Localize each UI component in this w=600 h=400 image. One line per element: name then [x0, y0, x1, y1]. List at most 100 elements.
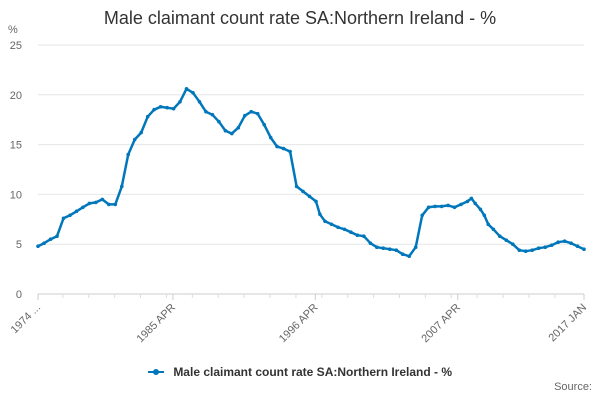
- data-point: [120, 184, 124, 189]
- data-point: [94, 200, 98, 205]
- data-point: [288, 149, 292, 154]
- data-point: [268, 135, 273, 140]
- x-tick-label: 1996 APR: [277, 302, 321, 346]
- y-tick-label: 25: [10, 40, 22, 52]
- chart-legend[interactable]: Male claimant count rate SA:Northern Ire…: [0, 365, 600, 379]
- data-point: [486, 222, 491, 227]
- data-point: [307, 194, 312, 199]
- data-point: [549, 243, 554, 247]
- x-tick-label: 2007 APR: [419, 302, 463, 346]
- data-point: [388, 247, 392, 251]
- data-point: [113, 202, 118, 207]
- chart-title: Male claimant count rate SA:Northern Ire…: [103, 8, 497, 28]
- data-point: [204, 109, 208, 114]
- data-point: [184, 87, 189, 91]
- x-tick-label: 1974 ...: [9, 302, 43, 336]
- x-tick-label: 1985 APR: [135, 302, 179, 346]
- data-point: [446, 203, 450, 208]
- data-point: [498, 234, 502, 238]
- data-point: [230, 131, 234, 136]
- data-point: [482, 213, 487, 218]
- data-point: [469, 196, 474, 201]
- data-point: [368, 241, 373, 245]
- data-point: [81, 205, 85, 210]
- data-point: [336, 225, 340, 230]
- data-point: [178, 100, 182, 104]
- data-point: [394, 248, 399, 252]
- data-point: [407, 254, 412, 258]
- data-point: [139, 130, 143, 135]
- data-point: [152, 107, 156, 112]
- source-label[interactable]: Source:: [554, 381, 592, 393]
- data-point: [562, 239, 567, 243]
- data-point: [381, 246, 386, 250]
- data-point: [314, 199, 318, 204]
- legend-line-marker-icon: [147, 368, 164, 375]
- data-point: [536, 246, 541, 250]
- data-point: [301, 189, 305, 194]
- data-point: [426, 205, 431, 210]
- legend-series-label: Male claimant count rate SA:Northern Ire…: [173, 365, 453, 379]
- data-point: [543, 245, 547, 249]
- data-point: [255, 111, 260, 116]
- series-line: [36, 87, 586, 258]
- data-point: [362, 234, 366, 238]
- data-point: [191, 91, 195, 95]
- data-point: [420, 213, 425, 218]
- data-point: [171, 106, 176, 111]
- data-point: [107, 202, 111, 207]
- y-tick-label: 15: [10, 140, 22, 152]
- data-point: [126, 152, 130, 157]
- y-axis-unit-label: %: [8, 24, 18, 36]
- data-point: [413, 245, 418, 249]
- data-point: [48, 237, 53, 241]
- data-point: [87, 201, 92, 206]
- data-point: [342, 227, 347, 232]
- data-point: [318, 212, 322, 217]
- data-point: [504, 238, 509, 242]
- data-point: [459, 202, 463, 207]
- data-point: [530, 248, 534, 252]
- data-point: [42, 241, 46, 245]
- data-point: [61, 216, 66, 221]
- data-point: [210, 112, 215, 117]
- x-tick-label: 2017 JAN: [546, 302, 589, 345]
- y-tick-label: 20: [10, 90, 22, 102]
- data-point: [349, 230, 353, 234]
- data-point: [132, 137, 137, 142]
- data-point: [249, 109, 253, 114]
- data-point: [556, 240, 560, 244]
- data-point: [275, 144, 279, 149]
- data-point: [262, 122, 267, 127]
- y-tick-label: 5: [16, 239, 22, 251]
- data-point: [294, 184, 299, 189]
- data-point: [375, 245, 379, 249]
- data-point: [433, 204, 437, 209]
- data-point: [355, 233, 360, 237]
- data-point: [100, 197, 105, 202]
- data-point: [329, 222, 334, 227]
- data-point: [452, 205, 457, 210]
- data-point: [236, 125, 241, 130]
- data-point: [523, 249, 528, 253]
- data-point: [281, 146, 286, 151]
- data-point: [243, 113, 247, 118]
- data-point: [68, 213, 72, 218]
- data-point: [491, 227, 496, 232]
- data-point: [55, 234, 59, 238]
- data-point: [158, 105, 163, 109]
- data-point: [323, 219, 327, 224]
- data-point: [582, 247, 586, 251]
- data-point: [74, 209, 79, 214]
- data-point: [165, 105, 169, 110]
- data-point: [517, 248, 522, 252]
- data-point: [145, 114, 150, 119]
- data-point: [439, 204, 444, 209]
- y-tick-label: 0: [16, 289, 22, 301]
- data-point: [223, 128, 228, 133]
- data-point: [400, 252, 405, 256]
- data-point: [217, 119, 221, 124]
- data-point: [569, 241, 573, 245]
- data-point: [465, 199, 470, 204]
